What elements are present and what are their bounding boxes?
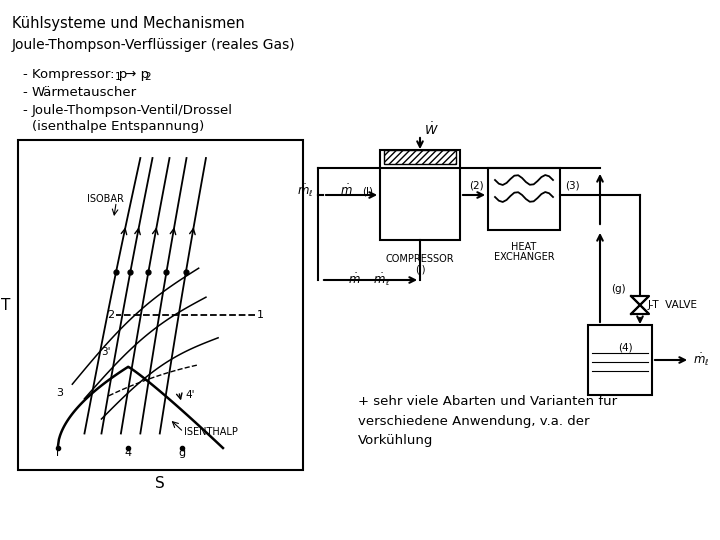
Text: HEAT: HEAT: [511, 242, 536, 252]
Text: $\dot{m}_\ell$: $\dot{m}_\ell$: [297, 183, 313, 199]
Bar: [18, 140, 303, 470]
Text: -: -: [22, 68, 27, 81]
Text: $\dot{W}$: $\dot{W}$: [424, 122, 438, 138]
Text: (3): (3): [565, 180, 580, 190]
Text: COMPRESSOR: COMPRESSOR: [386, 254, 454, 264]
Bar: [588, 325, 652, 395]
Text: J-T  VALVE: J-T VALVE: [648, 300, 698, 310]
Text: 4': 4': [186, 390, 195, 400]
Text: Joule-Thompson-Ventil/Drossel: Joule-Thompson-Ventil/Drossel: [32, 104, 233, 117]
Text: Kompressor: p: Kompressor: p: [32, 68, 127, 81]
Bar: [384, 150, 456, 164]
Text: $\dot{m}$: $\dot{m}$: [340, 184, 352, 198]
Text: $\dot{m}_\ell$: $\dot{m}_\ell$: [693, 352, 709, 368]
Bar: [380, 150, 460, 240]
Text: S: S: [155, 476, 165, 491]
Text: Wärmetauscher: Wärmetauscher: [32, 86, 137, 99]
Text: -: -: [22, 104, 27, 117]
Text: (I): (I): [415, 264, 426, 274]
Text: → p: → p: [121, 68, 149, 81]
Text: ISENTHALP: ISENTHALP: [184, 427, 238, 437]
Text: $\dot{m}-\dot{m}_\ell$: $\dot{m}-\dot{m}_\ell$: [348, 272, 390, 288]
Text: l: l: [56, 448, 59, 458]
Text: (2): (2): [469, 180, 484, 190]
Polygon shape: [631, 296, 649, 305]
Polygon shape: [631, 305, 649, 314]
Text: + sehr viele Abarten und Varianten für
verschiedene Anwendung, v.a. der
Vorkühlu: + sehr viele Abarten und Varianten für v…: [358, 395, 617, 447]
Text: ISOBAR: ISOBAR: [87, 194, 124, 204]
Text: 3': 3': [101, 347, 111, 357]
Text: 3: 3: [56, 388, 63, 398]
Text: 2: 2: [144, 72, 150, 82]
Text: EXCHANGER: EXCHANGER: [494, 252, 554, 262]
Text: 1: 1: [256, 309, 264, 320]
Text: Joule-Thompson-Verflüssiger (reales Gas): Joule-Thompson-Verflüssiger (reales Gas): [12, 38, 296, 52]
Text: g: g: [178, 448, 185, 458]
Text: 1: 1: [115, 72, 122, 82]
Text: 2: 2: [107, 309, 114, 320]
Text: Kühlsysteme und Mechanismen: Kühlsysteme und Mechanismen: [12, 16, 245, 31]
Bar: [488, 168, 560, 230]
Text: 4: 4: [125, 448, 132, 458]
Text: (g): (g): [611, 284, 625, 294]
Text: (4): (4): [618, 343, 632, 353]
Text: (I): (I): [362, 186, 374, 196]
Text: -: -: [22, 86, 27, 99]
Text: T: T: [1, 298, 11, 313]
Text: (isenthalpe Entspannung): (isenthalpe Entspannung): [32, 120, 204, 133]
